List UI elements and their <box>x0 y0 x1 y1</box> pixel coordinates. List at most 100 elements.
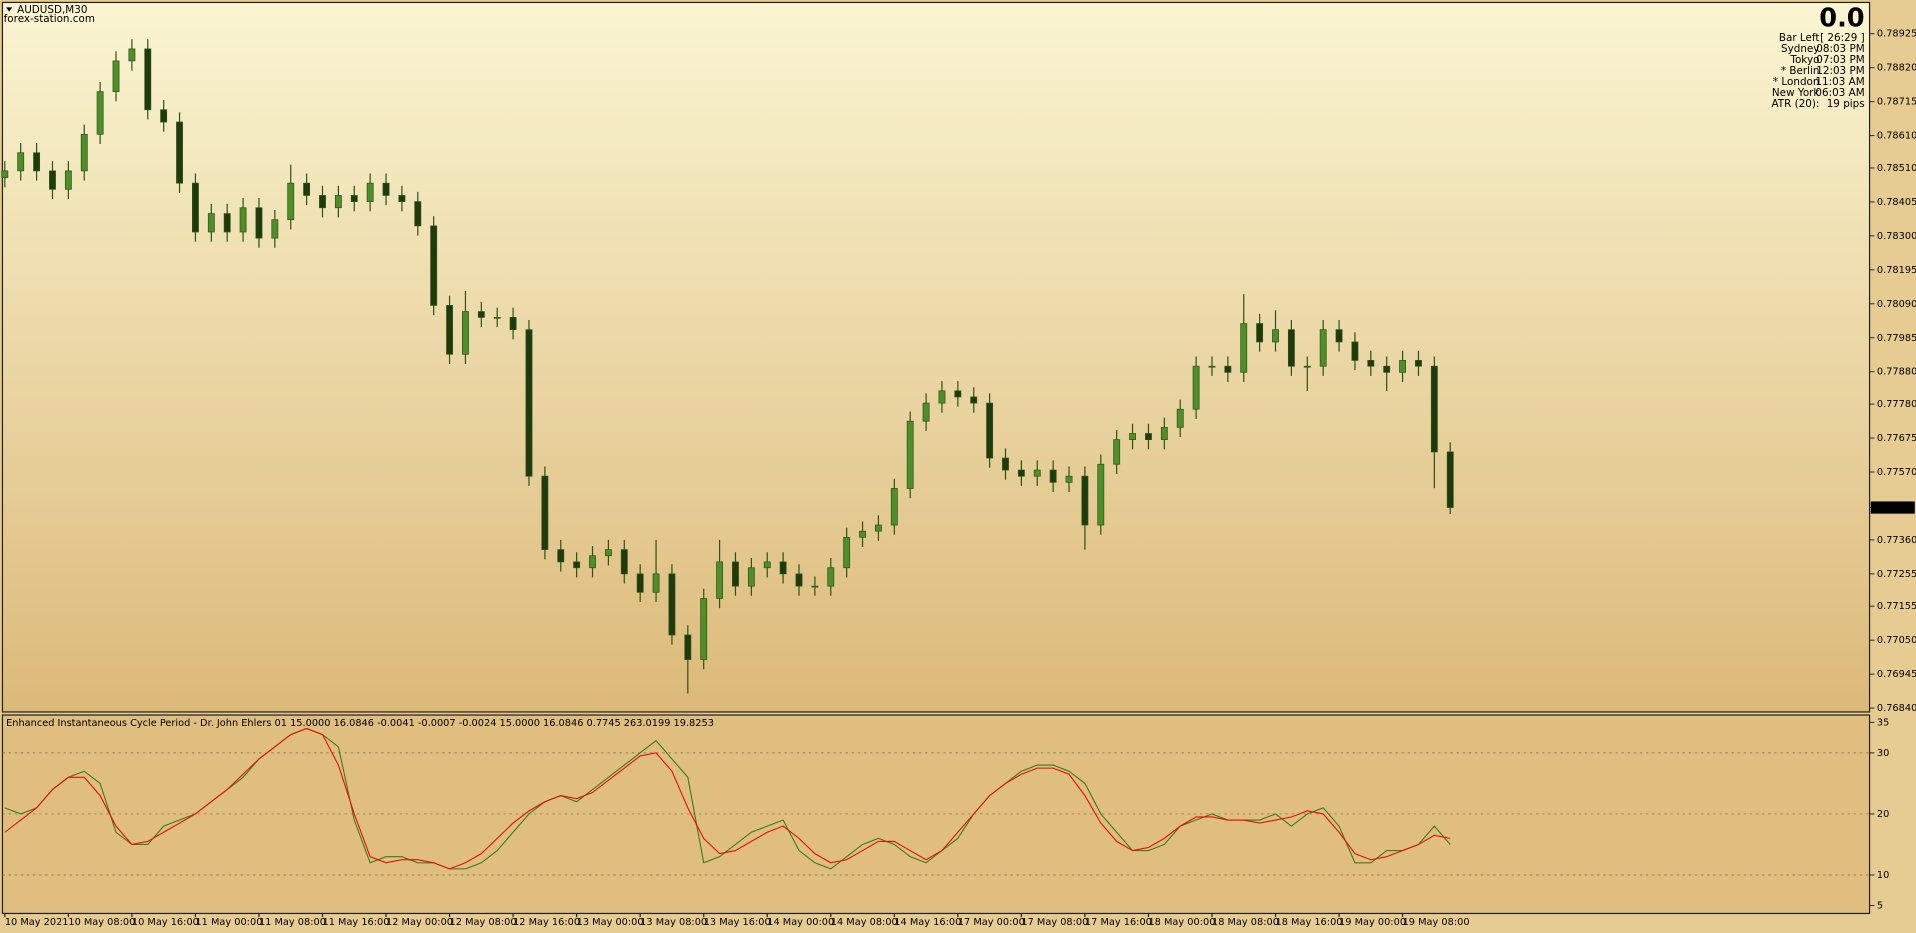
y-tick-label: 0.77155 <box>1877 601 1916 612</box>
candle-body <box>350 195 358 202</box>
candle-body <box>509 317 517 331</box>
candle-body <box>1049 469 1057 483</box>
indicator-line <box>4 727 1451 870</box>
x-tick-label: 14 May 16:00 <box>894 917 961 928</box>
candle-body <box>875 524 882 532</box>
y-tick-label: 0.77050 <box>1877 635 1916 646</box>
candle-body <box>890 488 898 526</box>
candle-body <box>795 573 803 587</box>
info-value: 07:03 PM <box>1816 54 1864 66</box>
y-tick-label: 0.78300 <box>1877 231 1916 242</box>
candle-body <box>319 195 326 209</box>
y-tick-label: 0.78195 <box>1877 265 1916 276</box>
candle-body <box>1446 451 1454 508</box>
x-tick-label: 11 May 00:00 <box>195 917 262 928</box>
candle-body <box>1303 365 1311 368</box>
candle-body <box>668 573 676 636</box>
y-tick-label: 0.78820 <box>1877 63 1916 74</box>
x-tick-label: 10 May 08:00 <box>68 917 135 928</box>
y-tick-label: 0.78715 <box>1877 97 1916 108</box>
x-tick-label: 19 May 00:00 <box>1339 917 1406 928</box>
info-big: 0.0 <box>1819 4 1864 34</box>
candle-body <box>1002 457 1009 471</box>
x-tick-label: 12 May 00:00 <box>386 917 453 928</box>
candle-body <box>1367 360 1375 367</box>
info-value: 19 pips <box>1827 98 1865 110</box>
candle-body <box>620 549 628 575</box>
candle-body <box>1272 329 1279 343</box>
y-tick-label: 0.78925 <box>1877 29 1916 40</box>
symbol-label: AUDUSD,M30 <box>17 4 87 16</box>
candle-body <box>1065 475 1073 483</box>
y-tick-label: 0.77675 <box>1877 433 1916 444</box>
info-value: [ 26:29 ] <box>1820 32 1865 44</box>
candle-body <box>573 561 581 569</box>
candle-body <box>1033 469 1041 477</box>
x-tick-label: 13 May 16:00 <box>704 917 771 928</box>
indicator-line <box>4 727 1451 870</box>
candle-body <box>477 311 485 318</box>
candle-body <box>366 182 374 202</box>
candle-body <box>843 536 851 569</box>
candle-body <box>652 573 660 593</box>
x-tick-label: 11 May 08:00 <box>259 917 326 928</box>
y-tick-label: 10 <box>1877 870 1889 881</box>
candle-body <box>604 549 612 557</box>
candle-body <box>223 213 231 233</box>
y-tick-label: 0.78405 <box>1877 197 1916 208</box>
current-price-box <box>1870 501 1915 514</box>
candle-body <box>1430 365 1438 453</box>
candle-body <box>17 152 25 172</box>
x-tick-label: 17 May 08:00 <box>1021 917 1088 928</box>
y-tick-label: 0.77570 <box>1877 467 1916 478</box>
candle-body <box>33 152 41 172</box>
main-panel <box>1 1 1871 713</box>
candle-body <box>1129 433 1136 441</box>
x-tick-label: 18 May 00:00 <box>1148 917 1215 928</box>
candle-body <box>462 311 469 355</box>
collapse-icon[interactable] <box>6 7 13 12</box>
candle-body <box>49 170 56 190</box>
x-tick-label: 19 May 08:00 <box>1403 917 1470 928</box>
y-tick-label: 0.76945 <box>1877 669 1916 680</box>
candle-body <box>811 585 819 588</box>
x-tick-label: 14 May 08:00 <box>831 917 898 928</box>
candle-body <box>1415 360 1422 367</box>
x-tick-label: 10 May 2021 <box>5 917 69 928</box>
x-tick-label: 12 May 08:00 <box>450 917 517 928</box>
candle-body <box>747 567 755 587</box>
candle-body <box>1113 439 1121 465</box>
candle-body <box>636 573 644 593</box>
info-value: 06:03 AM <box>1815 87 1864 99</box>
candle-body <box>176 121 183 184</box>
candle-body <box>112 60 120 93</box>
candle-body <box>287 182 295 221</box>
candle-body <box>1319 329 1327 367</box>
candle-body <box>255 207 263 239</box>
info-label: Bar Left <box>1779 32 1820 44</box>
candle-body <box>922 402 930 422</box>
indicator-panel <box>1 714 1871 915</box>
candle-body <box>64 170 72 190</box>
candle-body <box>541 475 549 550</box>
info-label: * London <box>1773 76 1820 88</box>
x-tick-label: 17 May 16:00 <box>1085 917 1152 928</box>
x-tick-label: 13 May 00:00 <box>577 917 644 928</box>
x-tick-label: 18 May 08:00 <box>1212 917 1279 928</box>
y-tick-label: 0.77780 <box>1877 399 1916 410</box>
candle-body <box>716 561 724 599</box>
candle-body <box>303 182 311 196</box>
candle-body <box>1287 329 1295 367</box>
indicator-title: Enhanced Instantaneous Cycle Period - Dr… <box>6 718 714 729</box>
x-tick-label: 13 May 08:00 <box>640 917 707 928</box>
x-tick-label: 10 May 16:00 <box>132 917 199 928</box>
candle-body <box>684 634 692 660</box>
y-tick-label: 35 <box>1877 717 1889 728</box>
y-tick-label: 0.78090 <box>1877 299 1916 310</box>
y-tick-label: 0.76840 <box>1877 703 1916 714</box>
candle-body <box>144 48 152 111</box>
candle-body <box>954 390 962 398</box>
x-tick-label: 11 May 16:00 <box>322 917 389 928</box>
